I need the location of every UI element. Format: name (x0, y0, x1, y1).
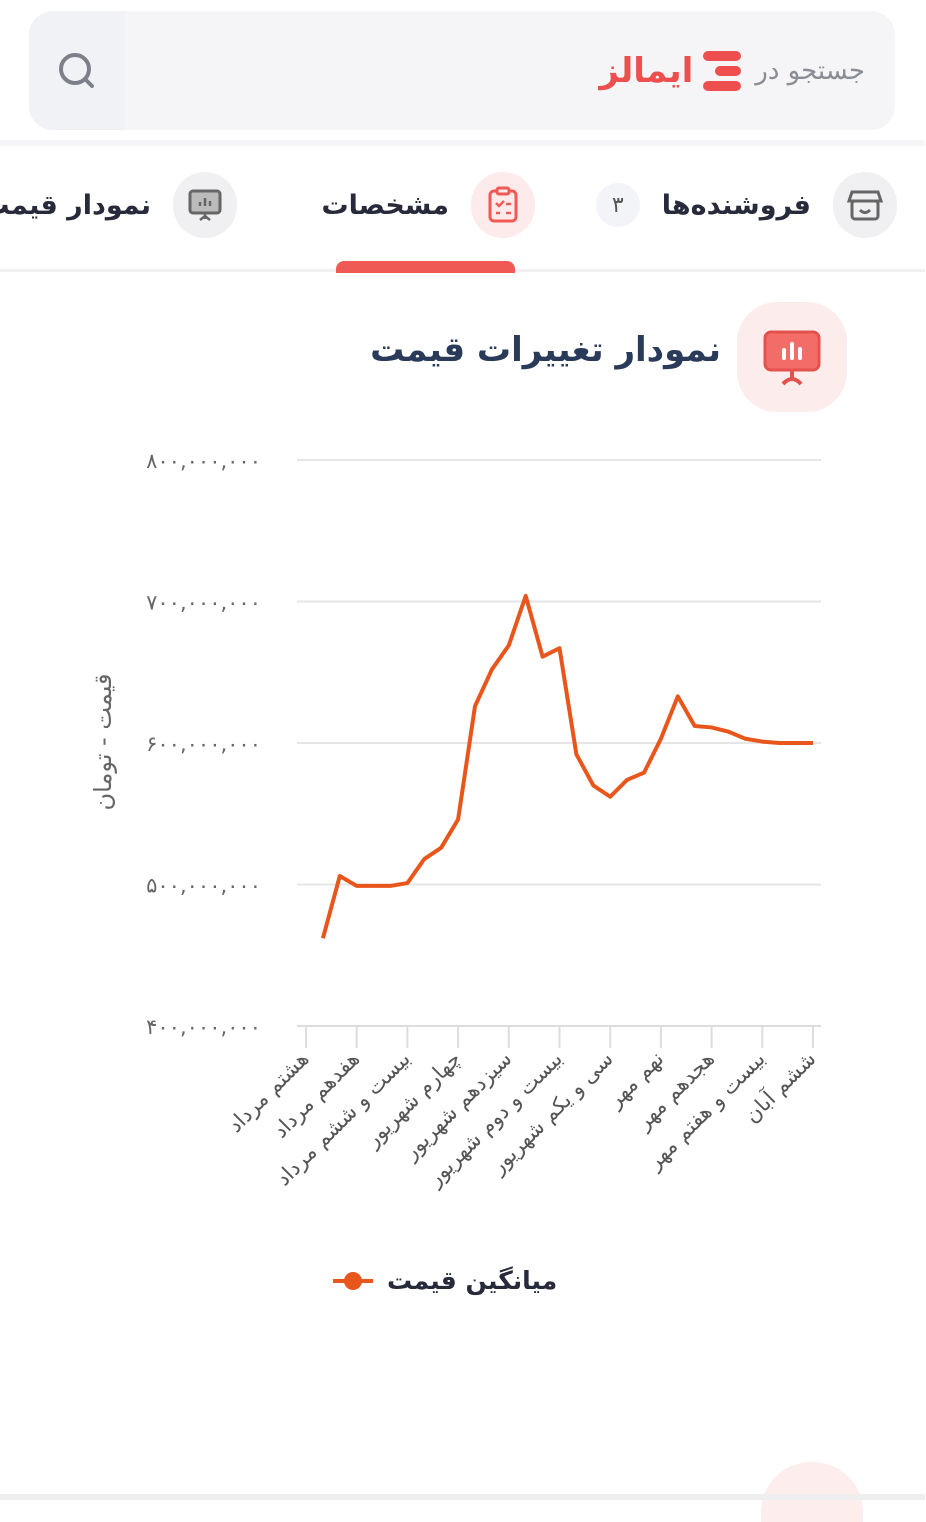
y-tick-label: ۸۰۰,۰۰۰,۰۰۰ (147, 449, 262, 473)
store-icon (834, 172, 898, 238)
chart-legend[interactable]: میانگین قیمت (334, 1266, 558, 1295)
tab-label: نمودار قیمت (0, 189, 152, 221)
search-placeholder: جستجو در ایمالز (600, 51, 866, 91)
bottom-divider (0, 1494, 926, 1500)
section-title: نمودار تغییرات قیمت (371, 330, 722, 370)
y-tick-label: ۵۰۰,۰۰۰,۰۰۰ (147, 874, 262, 898)
price-chart: ۸۰۰,۰۰۰,۰۰۰ ۷۰۰,۰۰۰,۰۰۰ ۶۰۰,۰۰۰,۰۰۰ ۵۰۰,۰۰۰… (90, 449, 822, 1191)
chart-presentation-icon (738, 302, 848, 412)
search-bar[interactable]: جستجو در ایمالز (30, 11, 896, 130)
price-line (321, 593, 814, 939)
brand-mark-icon (704, 51, 743, 91)
chart-presentation-icon (174, 172, 238, 238)
seller-count-badge: ۳ (596, 183, 641, 227)
legend-label: میانگین قیمت (388, 1266, 559, 1295)
y-axis-title: قیمت - تومان (90, 674, 118, 811)
tab-bar: فروشنده‌ها ۳ مشخصات نمودار قیمت (0, 140, 926, 273)
brand-name: ایمالز (600, 51, 695, 91)
brand-logo: ایمالز (600, 51, 743, 91)
tab-label: فروشنده‌ها (662, 189, 812, 221)
tab-specifications[interactable]: مشخصات (322, 172, 536, 238)
clipboard-icon (472, 172, 536, 238)
y-tick-label: ۴۰۰,۰۰۰,۰۰۰ (147, 1015, 262, 1039)
y-tick-label: ۷۰۰,۰۰۰,۰۰۰ (147, 591, 262, 615)
legend-marker (334, 1271, 374, 1290)
active-tab-indicator (337, 261, 516, 273)
search-placeholder-text: جستجو در (756, 56, 866, 86)
search-icon[interactable] (58, 51, 98, 91)
tab-sellers[interactable]: فروشنده‌ها ۳ (596, 172, 898, 238)
tab-price-chart[interactable]: نمودار قیمت (0, 172, 238, 238)
tab-label: مشخصات (322, 189, 450, 221)
y-tick-label: ۶۰۰,۰۰۰,۰۰۰ (147, 732, 262, 756)
search-button[interactable] (30, 11, 126, 130)
next-section-icon (762, 1462, 864, 1522)
